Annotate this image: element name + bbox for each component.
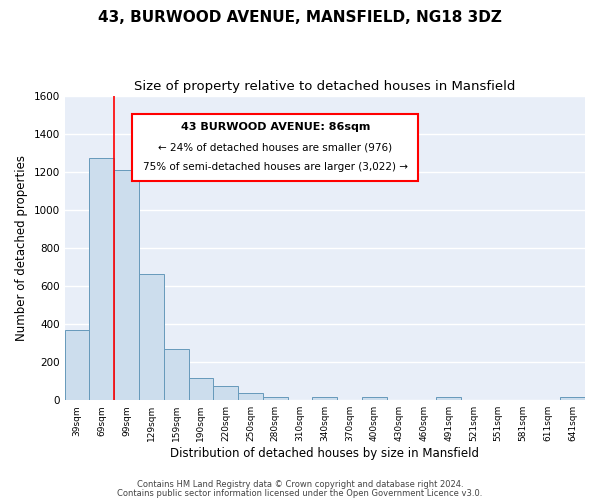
Bar (65, 330, 89, 400)
Bar (436, 398, 461, 400)
Text: 43, BURWOOD AVENUE, MANSFIELD, NG18 3DZ: 43, BURWOOD AVENUE, MANSFIELD, NG18 3DZ (98, 10, 502, 25)
Bar (114, 170, 139, 400)
Text: ← 24% of detached houses are smaller (976): ← 24% of detached houses are smaller (97… (158, 142, 392, 152)
Bar (560, 398, 585, 400)
Title: Size of property relative to detached houses in Mansfield: Size of property relative to detached ho… (134, 80, 515, 93)
Y-axis label: Number of detached properties: Number of detached properties (15, 155, 28, 341)
Bar (263, 397, 287, 400)
Text: Contains public sector information licensed under the Open Government Licence v3: Contains public sector information licen… (118, 488, 482, 498)
Bar (188, 378, 214, 400)
Text: 43 BURWOOD AVENUE: 86sqm: 43 BURWOOD AVENUE: 86sqm (181, 122, 370, 132)
Bar (238, 393, 263, 400)
Text: 75% of semi-detached houses are larger (3,022) →: 75% of semi-detached houses are larger (… (143, 162, 408, 172)
FancyBboxPatch shape (133, 114, 418, 181)
Bar (313, 398, 337, 400)
Bar (214, 386, 238, 400)
Bar (362, 398, 387, 400)
Bar (164, 349, 188, 400)
Bar (139, 274, 164, 400)
Bar (89, 158, 114, 400)
Text: Contains HM Land Registry data © Crown copyright and database right 2024.: Contains HM Land Registry data © Crown c… (137, 480, 463, 489)
X-axis label: Distribution of detached houses by size in Mansfield: Distribution of detached houses by size … (170, 447, 479, 460)
